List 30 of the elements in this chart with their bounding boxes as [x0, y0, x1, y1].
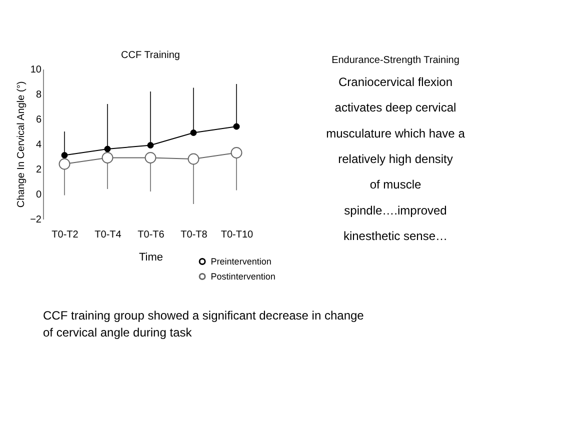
- text: Craniocervical flexion activates deep cervical musculature which have a relatively high density of muscle spindle….improved kinesthetic sense…: [326, 74, 466, 244]
- y-tick-label: 8: [36, 90, 42, 100]
- point: [147, 142, 154, 148]
- point: [104, 146, 111, 152]
- x-tick-label: T0-T4: [94, 230, 122, 240]
- point: [233, 123, 240, 130]
- y-tick-label: 4: [36, 140, 42, 150]
- y-axis-title: Change In Cervical Angle (°): [16, 81, 28, 208]
- point: [102, 152, 114, 164]
- legend-label: Postintervention: [210, 272, 276, 282]
- y-tick-label: −2: [30, 214, 42, 226]
- y-tick-label: 10: [30, 64, 42, 76]
- y-tick-label: 2: [36, 164, 42, 176]
- x-tick-label: T0-T6: [138, 230, 165, 240]
- chart-title: CCF Training: [121, 50, 180, 61]
- legend-label: Preintervention: [210, 256, 272, 266]
- x-tick-label: T0-T10: [220, 230, 254, 240]
- point: [58, 158, 70, 170]
- point: [190, 130, 197, 136]
- x-tick-label: T0-T2: [52, 230, 79, 240]
- x-tick-label: T0-T8: [180, 230, 208, 240]
- point: [144, 152, 156, 164]
- point: [230, 147, 242, 158]
- point: [61, 152, 68, 158]
- y-tick-label: 6: [36, 114, 42, 126]
- point: [188, 153, 200, 165]
- x-axis-title: Time: [138, 252, 164, 264]
- y-tick-label: 0: [36, 190, 42, 200]
- text: Endurance-Strength Training: [332, 55, 460, 66]
- text: CCF training group showed a significant decrease in change of cervical angle during task: [43, 308, 364, 340]
